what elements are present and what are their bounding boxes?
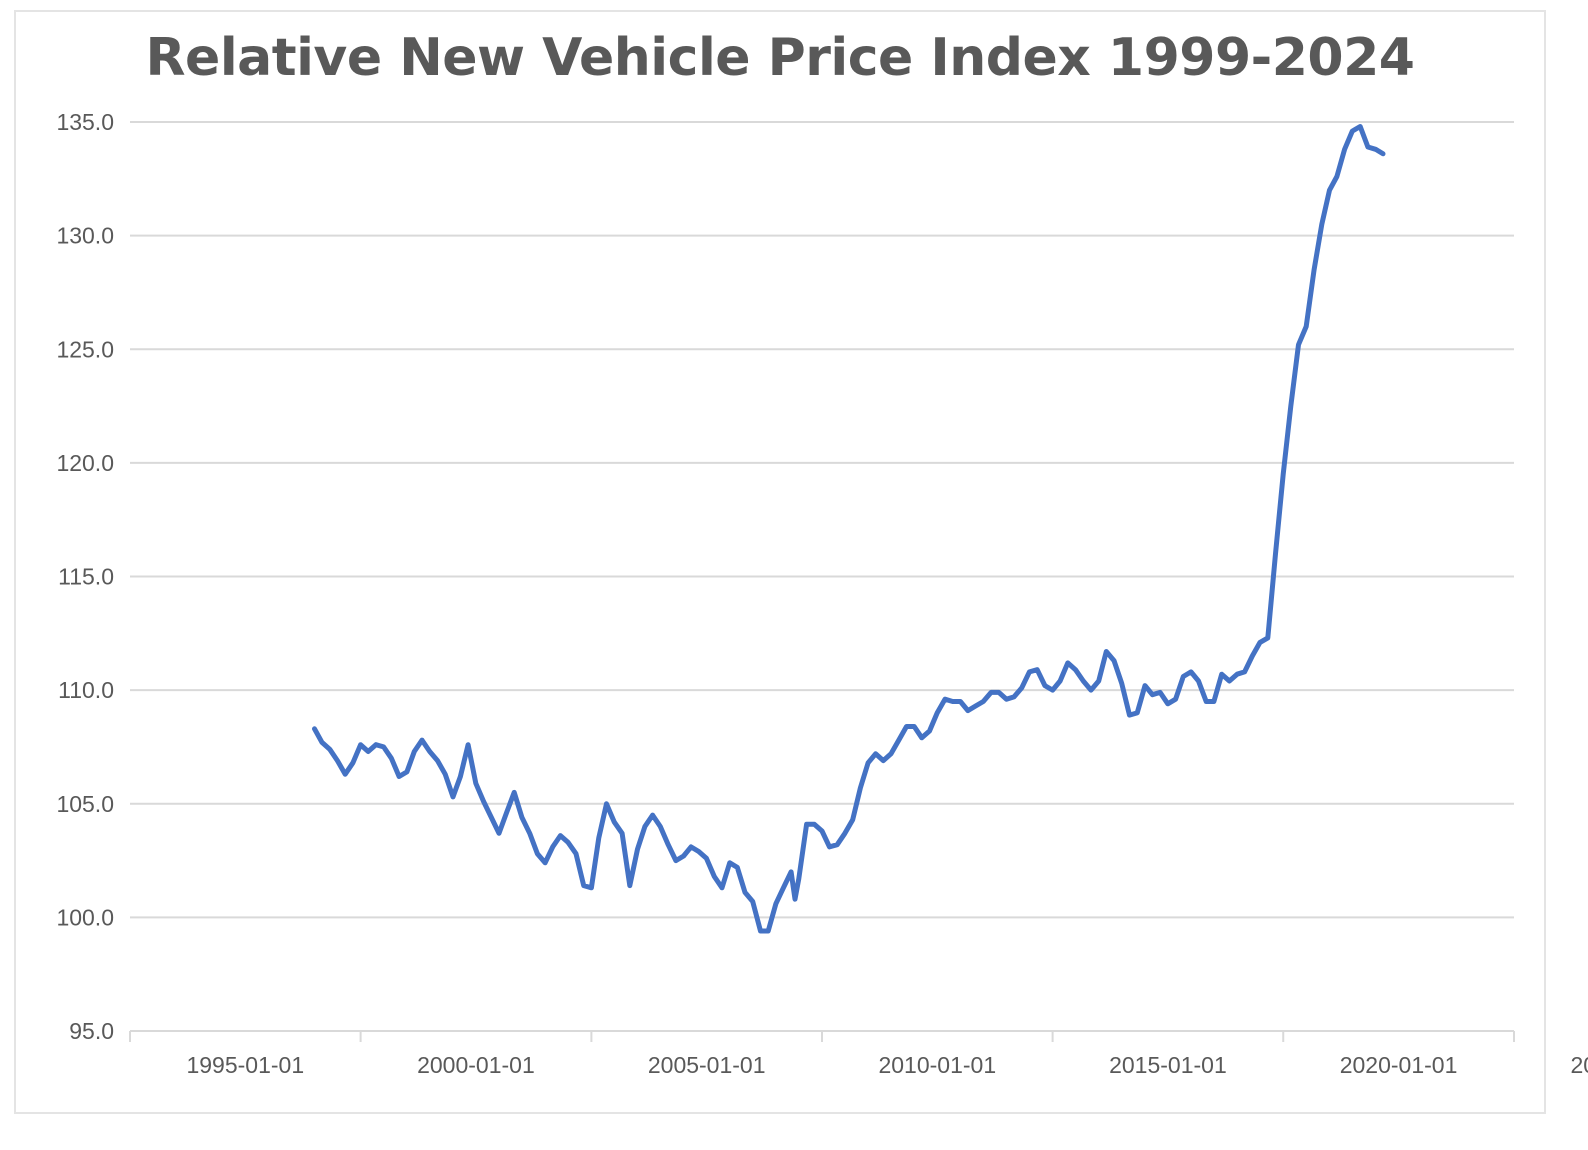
x-tick-label: 1995-01-01 bbox=[186, 1052, 304, 1078]
y-tick-label: 135.0 bbox=[56, 109, 114, 135]
y-tick-label: 130.0 bbox=[56, 223, 114, 249]
y-tick-label: 125.0 bbox=[56, 336, 114, 362]
x-tick-label: 2020-01-01 bbox=[1340, 1052, 1458, 1078]
x-tick-label: 2010-01-01 bbox=[878, 1052, 996, 1078]
x-tick-label: 2015-01-01 bbox=[1109, 1052, 1227, 1078]
series-line bbox=[312, 124, 1386, 934]
y-tick-label: 110.0 bbox=[58, 677, 114, 703]
x-tick-label: 2000-01-01 bbox=[417, 1052, 535, 1078]
y-tick-label: 120.0 bbox=[56, 450, 114, 476]
y-tick-label: 115.0 bbox=[58, 564, 114, 590]
y-tick-labels: 95.0 100.0 105.0 110.0 115.0 120.0 125.0 130.0 1… bbox=[56, 109, 114, 1044]
chart-title: Relative New Vehicle Price Index 1999-20… bbox=[145, 28, 1415, 88]
y-tick-label: 95.0 bbox=[69, 1018, 114, 1044]
y-tick-label: 105.0 bbox=[56, 791, 114, 817]
x-tick-label: 2005-01-01 bbox=[648, 1052, 766, 1078]
x-tick-label: 2025-01-01 bbox=[1570, 1052, 1588, 1078]
x-axis bbox=[129, 1030, 1515, 1042]
x-tick-labels: 1995-01-01 2000-01-01 2005-01-01 2010-01-01… bbox=[186, 1052, 1588, 1078]
series-layer bbox=[312, 124, 1386, 934]
grid-lines bbox=[130, 121, 1514, 919]
chart-frame: Relative New Vehicle Price Index 1999-20… bbox=[14, 10, 1546, 1114]
y-tick-label: 100.0 bbox=[56, 904, 114, 930]
